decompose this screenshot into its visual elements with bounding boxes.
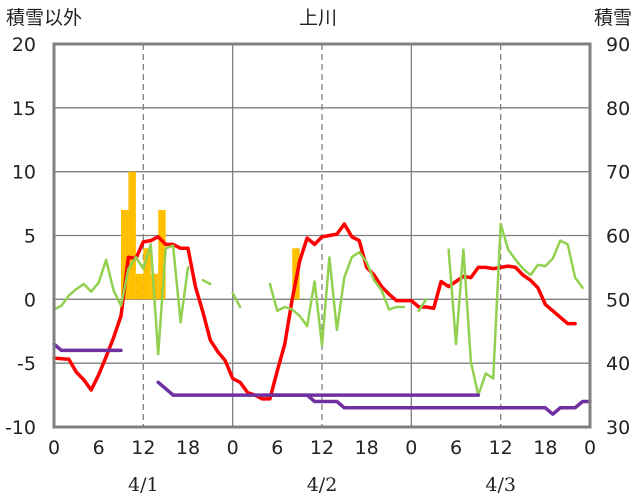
x-tick-label: 0 <box>405 437 417 459</box>
precipitation-bar <box>135 273 144 300</box>
right-y-tick-label: 90 <box>606 34 630 56</box>
wind-series-line <box>201 278 212 286</box>
x-tick-label: 18 <box>533 437 557 459</box>
x-tick-label: 0 <box>48 437 60 459</box>
wind-series-line <box>417 298 428 313</box>
left-y-tick-label: 15 <box>12 98 36 120</box>
precipitation-bar <box>158 209 166 300</box>
date-label: 4/3 <box>485 474 516 496</box>
left-y-tick-label: 10 <box>12 162 36 184</box>
right-y-tick-label: 60 <box>606 226 630 248</box>
snow-depth-series-line <box>52 342 123 353</box>
right-y-tick-label: 70 <box>606 162 630 184</box>
x-tick-label: 6 <box>93 437 105 459</box>
wind-series-line <box>52 243 190 356</box>
date-label: 4/1 <box>128 474 159 496</box>
right-y-tick-label: 30 <box>606 417 630 439</box>
right-axis-label: 積雪 <box>594 7 632 29</box>
x-tick-label: 0 <box>227 437 239 459</box>
left-y-tick-label: 20 <box>12 34 36 56</box>
right-y-tick-label: 40 <box>606 353 630 375</box>
left-y-tick-label: -5 <box>17 353 36 375</box>
x-tick-label: 12 <box>131 437 155 459</box>
wind-series-line <box>231 291 242 309</box>
series-lines <box>52 222 592 416</box>
x-tick-label: 6 <box>271 437 283 459</box>
date-label: 4/2 <box>307 474 338 496</box>
x-tick-label: 6 <box>450 437 462 459</box>
plot-frame <box>52 42 592 429</box>
precipitation-bar <box>121 209 129 300</box>
chart-title: 上川 <box>299 7 337 29</box>
precipitation-bar <box>143 248 151 300</box>
x-tick-label: 12 <box>310 437 334 459</box>
wind-series-line <box>268 250 406 347</box>
x-tick-label: 12 <box>489 437 513 459</box>
x-tick-label: 18 <box>355 437 379 459</box>
wind-series-line <box>447 222 584 397</box>
left-axis-label: 積雪以外 <box>6 7 82 29</box>
right-y-tick-label: 50 <box>606 289 630 311</box>
plot-border <box>52 42 592 429</box>
left-y-tick-label: 5 <box>24 226 36 248</box>
right-y-tick-label: 80 <box>606 98 630 120</box>
x-tick-label: 18 <box>176 437 200 459</box>
x-tick-label: 0 <box>584 437 596 459</box>
snow-depth-series-line <box>260 393 592 416</box>
temperature-series-line <box>52 222 577 401</box>
left-y-tick-label: -10 <box>5 417 36 439</box>
snow-depth-series-line <box>156 380 481 397</box>
precipitation-bar <box>128 171 136 300</box>
left-y-tick-label: 0 <box>24 289 36 311</box>
